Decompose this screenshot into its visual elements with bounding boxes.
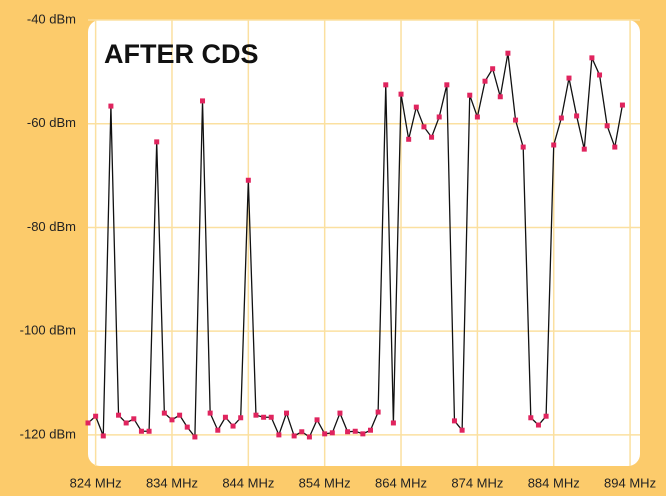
- x-tick-label: 824 MHz: [70, 475, 122, 490]
- chart-title: AFTER CDS: [104, 39, 259, 69]
- x-tick-label: 834 MHz: [146, 475, 198, 490]
- data-point: [306, 434, 312, 440]
- data-point: [184, 424, 190, 430]
- data-point: [138, 428, 144, 434]
- data-point: [543, 413, 549, 419]
- data-point: [276, 432, 282, 438]
- data-point: [299, 429, 305, 435]
- y-tick-label: -120 dBm: [20, 426, 76, 441]
- data-point: [108, 103, 114, 109]
- data-point: [215, 427, 221, 433]
- data-point: [474, 114, 480, 120]
- data-point: [505, 50, 511, 56]
- x-tick-label: 844 MHz: [222, 475, 274, 490]
- data-point: [314, 417, 320, 423]
- data-point: [230, 423, 236, 429]
- x-tick-label: 894 MHz: [604, 475, 656, 490]
- data-point: [192, 434, 198, 440]
- data-point: [169, 417, 175, 423]
- data-point: [490, 66, 496, 72]
- data-point: [619, 102, 625, 108]
- data-point: [589, 55, 595, 61]
- data-point: [429, 134, 435, 140]
- y-tick-label: -80 dBm: [27, 219, 76, 234]
- data-point: [367, 427, 373, 433]
- data-point: [154, 139, 160, 145]
- data-point: [85, 420, 91, 426]
- data-point: [222, 414, 228, 420]
- data-point: [535, 422, 541, 428]
- data-point: [612, 144, 618, 150]
- data-point: [551, 142, 557, 148]
- data-point: [177, 412, 183, 418]
- data-point: [284, 410, 290, 416]
- data-point: [200, 98, 206, 104]
- data-point: [253, 412, 259, 418]
- data-point: [398, 91, 404, 97]
- data-point: [497, 94, 503, 100]
- data-point: [421, 124, 427, 130]
- data-point: [482, 78, 488, 84]
- data-point: [597, 72, 603, 78]
- data-point: [116, 412, 122, 418]
- y-tick-label: -40 dBm: [27, 11, 76, 26]
- data-point: [574, 113, 580, 119]
- data-point: [345, 429, 351, 435]
- data-point: [528, 415, 534, 421]
- data-point: [390, 420, 396, 426]
- data-point: [93, 413, 99, 419]
- x-tick-label: 854 MHz: [299, 475, 351, 490]
- data-point: [558, 115, 564, 121]
- data-point: [513, 117, 519, 123]
- data-point: [146, 428, 152, 434]
- data-point: [467, 92, 473, 98]
- data-point: [337, 410, 343, 416]
- data-point: [459, 427, 465, 433]
- x-tick-label: 864 MHz: [375, 475, 427, 490]
- data-point: [566, 75, 572, 81]
- data-point: [123, 420, 129, 426]
- data-point: [436, 114, 442, 120]
- data-point: [406, 136, 412, 142]
- data-point: [131, 416, 137, 422]
- y-tick-label: -60 dBm: [27, 115, 76, 130]
- data-point: [375, 409, 381, 415]
- data-point: [238, 415, 244, 421]
- data-point: [383, 82, 389, 88]
- data-point: [604, 123, 610, 129]
- data-point: [100, 433, 106, 439]
- data-point: [413, 104, 419, 110]
- data-point: [245, 177, 251, 183]
- data-point: [352, 428, 358, 434]
- data-point: [581, 146, 587, 152]
- x-tick-label: 874 MHz: [451, 475, 503, 490]
- data-point: [161, 410, 167, 416]
- data-point: [291, 433, 297, 439]
- data-point: [520, 144, 526, 150]
- data-point: [268, 414, 274, 420]
- y-tick-label: -100 dBm: [20, 323, 76, 338]
- data-point: [451, 418, 457, 424]
- x-tick-label: 884 MHz: [528, 475, 580, 490]
- plot-panel: [88, 20, 640, 466]
- data-point: [444, 82, 450, 88]
- data-point: [360, 431, 366, 437]
- data-point: [261, 414, 267, 420]
- data-point: [207, 410, 213, 416]
- data-point: [329, 430, 335, 436]
- data-point: [322, 431, 328, 437]
